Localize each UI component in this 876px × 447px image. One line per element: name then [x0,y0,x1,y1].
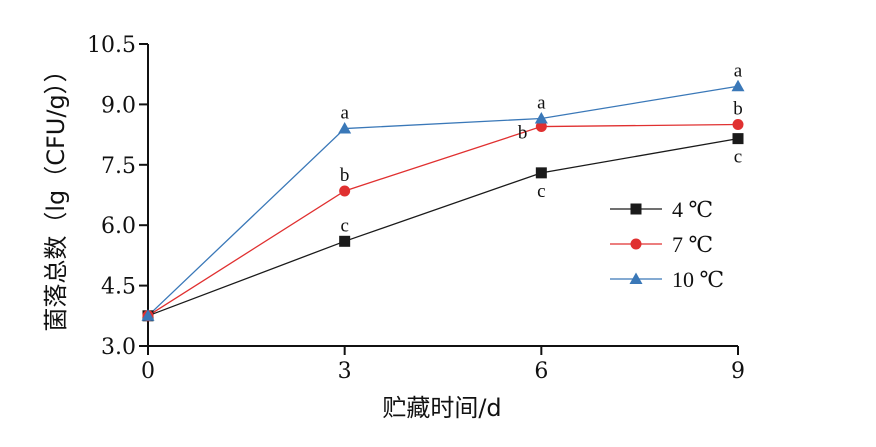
legend: 4 ℃ 7 ℃ 10 ℃ [610,197,724,292]
series-line-2 [147,85,739,317]
y-tick-label: 10.5 [87,33,136,58]
significance-label: c [340,215,348,236]
x-tick-label: 6 [534,359,548,384]
significance-label: c [734,147,742,168]
series-line-1 [147,123,739,317]
significance-label: c [537,181,545,202]
series-lines [147,85,739,317]
y-tick-label: 7.5 [101,154,136,179]
data-point-series-1 [732,119,744,131]
data-point-series-0 [339,235,351,247]
significance-label: a [537,92,546,113]
x-tick-label: 9 [731,359,745,384]
data-point-series-0 [732,133,744,145]
data-point-series-2 [338,122,352,134]
series-line-0 [147,137,739,317]
significance-label: b [733,99,743,120]
legend-label: 4 ℃ [672,197,713,222]
data-point-series-2 [534,111,548,124]
y-axis-label: 菌落总数（lg（CFU/g）） [42,58,70,331]
legend-marker-2 [629,272,643,284]
y-tick-label: 9.0 [101,93,136,118]
significance-label: b [518,123,528,144]
data-point-series-2 [141,309,155,321]
y-tick-label: 6.0 [101,214,136,239]
y-tick-label: 3.0 [101,335,136,360]
legend-label: 10 ℃ [672,267,724,292]
significance-label: a [340,103,349,124]
data-point-series-0 [535,167,547,179]
x-tick-label: 0 [141,359,155,384]
significance-label: a [734,60,743,81]
ticks: 3.0 4.5 6.0 7.5 9.0 10.5 0 3 6 9 [87,33,745,384]
data-point-series-1 [339,185,351,197]
legend-marker-0 [630,203,642,215]
x-axis-label: 贮藏时间/d [382,394,501,422]
significance-label: b [340,165,350,186]
legend-marker-1 [630,238,642,250]
markers [141,79,745,322]
legend-label: 7 ℃ [672,232,713,257]
data-point-series-1 [535,121,547,133]
x-tick-label: 3 [338,359,352,384]
y-tick-label: 4.5 [101,275,136,300]
data-point-series-2 [731,79,745,92]
axes [147,44,738,347]
